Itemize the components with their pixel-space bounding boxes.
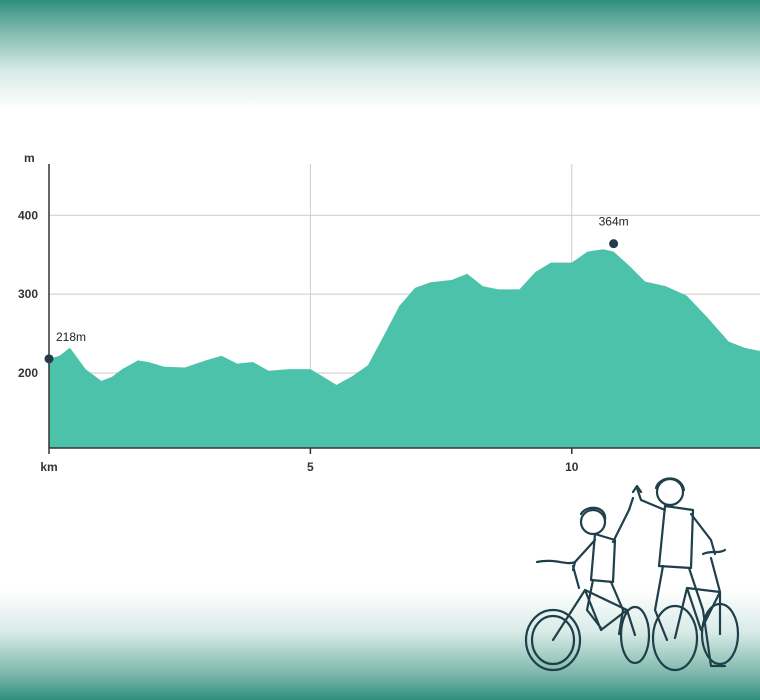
child-arms	[573, 496, 635, 564]
y-tick-label: 400	[18, 208, 38, 222]
top-gradient-band	[0, 0, 760, 110]
adult-bike-frame	[673, 556, 722, 640]
adult-body	[657, 504, 695, 570]
child-bike-rear-wheel-inner	[530, 614, 576, 666]
adult-arms	[635, 486, 717, 556]
child-helmet	[579, 506, 607, 522]
y-tick-label: 200	[18, 366, 38, 380]
y-tick-label: 300	[18, 287, 38, 301]
axes	[48, 164, 760, 454]
high-five-hands	[631, 484, 643, 494]
adult-bike-rear-wheel	[651, 604, 699, 672]
y-axis-unit-label: m	[24, 151, 35, 165]
child-bike-front-wheel	[619, 605, 651, 665]
x-tick-label: 5	[307, 460, 314, 474]
x-tick-label: km	[40, 460, 57, 474]
elevation-marker	[44, 354, 54, 364]
bottom-gradient-band	[0, 590, 760, 700]
elevation-marker	[609, 239, 619, 249]
child-bike-rear-wheel	[524, 608, 582, 672]
tick-labels: 200 300 400 km 5 10	[18, 208, 579, 474]
adult-legs	[653, 564, 727, 668]
child-legs	[585, 578, 625, 636]
child-head	[579, 508, 607, 536]
elevation-area	[49, 249, 760, 448]
elevation-marker-label: 364m	[599, 215, 629, 229]
annotations: 218m 364m	[44, 215, 629, 364]
x-tick-label: 10	[565, 460, 579, 474]
cyclists-high-five-illustration	[524, 477, 740, 672]
child-bike-frame	[551, 564, 637, 642]
child-body	[589, 532, 617, 584]
child-bike-handlebar	[535, 559, 577, 572]
elevation-marker-label: 218m	[56, 330, 86, 344]
adult-helmet	[654, 477, 686, 492]
